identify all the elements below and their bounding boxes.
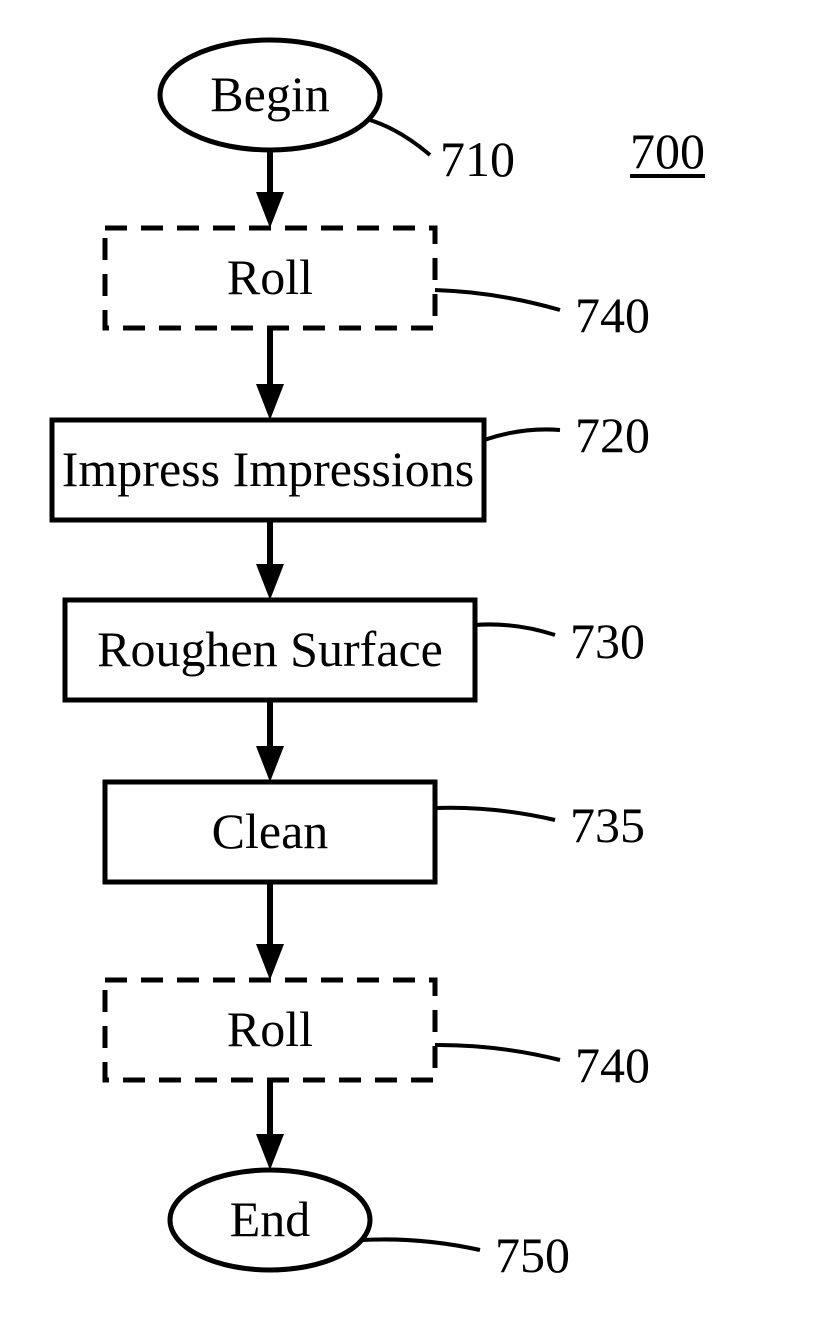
leader-end [362, 1239, 480, 1250]
leader-roll1 [435, 290, 560, 310]
arrow-shaft-2 [267, 520, 273, 564]
node-end [170, 1170, 370, 1270]
leader-clean [435, 808, 555, 820]
node-begin [160, 40, 380, 150]
arrow-head-2 [256, 564, 284, 600]
node-clean [105, 782, 435, 882]
leader-impress [484, 429, 560, 440]
arrow-head-5 [256, 1134, 284, 1170]
arrow-head-3 [256, 746, 284, 782]
arrow-head-0 [256, 192, 284, 228]
arrow-head-1 [256, 384, 284, 420]
node-roughen [65, 600, 475, 700]
arrow-shaft-1 [267, 328, 273, 384]
leader-roll2 [435, 1045, 560, 1060]
node-roll2 [105, 980, 435, 1080]
node-roll1 [105, 228, 435, 328]
arrow-shaft-4 [267, 882, 273, 944]
arrow-shaft-5 [267, 1080, 273, 1134]
leader-roughen [475, 624, 555, 635]
leader-begin [370, 120, 430, 155]
arrow-head-4 [256, 944, 284, 980]
arrow-shaft-3 [267, 700, 273, 746]
arrow-shaft-0 [267, 150, 273, 192]
flowchart-svg [0, 0, 835, 1340]
node-impress [52, 420, 484, 520]
